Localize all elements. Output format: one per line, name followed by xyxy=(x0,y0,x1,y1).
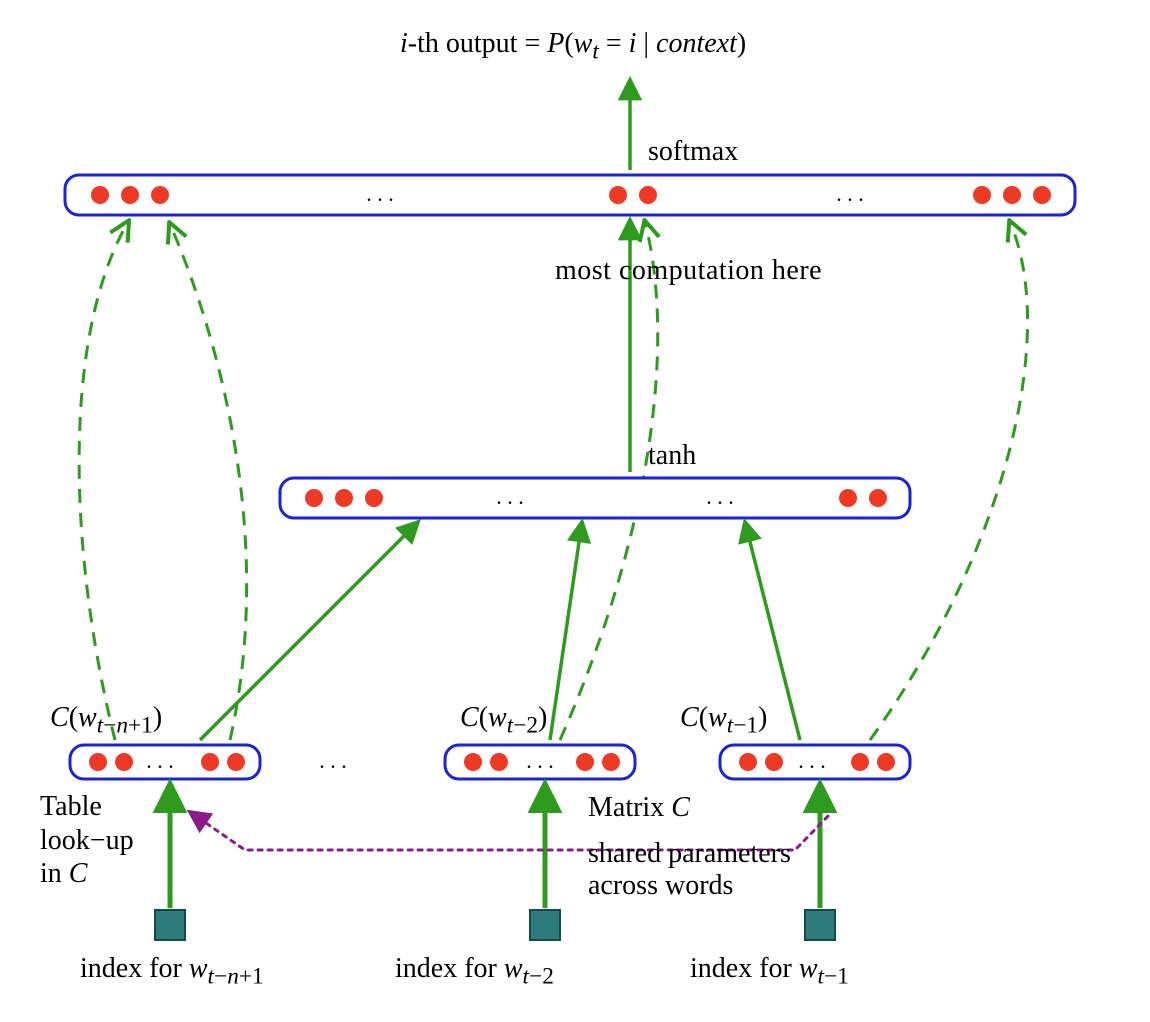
unit-dot xyxy=(869,489,887,507)
diagram-root: . . .. . .. . .. . .. . .. . .. . .. . .… xyxy=(0,0,1150,1022)
unit-dot xyxy=(639,186,657,204)
index-square xyxy=(155,910,185,940)
unit-dot xyxy=(89,753,107,771)
title-label: i-th output = P(wt = i | context) xyxy=(400,28,746,66)
ellipsis: . . . xyxy=(496,484,524,509)
unit-dot xyxy=(609,186,627,204)
diagram-svg: . . . . . . . . . . . . . . . . . . . . . . . . xyxy=(0,0,1150,1022)
unit-dot xyxy=(305,489,323,507)
unit-dot xyxy=(1003,186,1021,204)
unit-dot xyxy=(602,753,620,771)
dashed-connection xyxy=(170,224,247,740)
index-square xyxy=(530,910,560,940)
matrix-c-label: Matrix C xyxy=(588,792,690,824)
shared-params-label: shared parametersacross words xyxy=(588,838,791,902)
unit-dot xyxy=(851,753,869,771)
ellipsis: . . . xyxy=(706,484,734,509)
unit-dot xyxy=(201,753,219,771)
unit-dot xyxy=(576,753,594,771)
unit-dot xyxy=(91,186,109,204)
unit-dot xyxy=(1033,186,1051,204)
cw1-label: C(wt−n+1) xyxy=(50,702,162,740)
unit-dot xyxy=(739,753,757,771)
unit-dot xyxy=(464,753,482,771)
index3-label: index for wt−1 xyxy=(690,953,849,991)
solid-arrow xyxy=(550,522,582,740)
unit-dot xyxy=(227,753,245,771)
unit-dot xyxy=(765,753,783,771)
ellipsis: . . . xyxy=(526,748,554,773)
unit-dot xyxy=(877,753,895,771)
tanh-label: tanh xyxy=(648,440,696,472)
ellipsis: . . . xyxy=(366,181,394,206)
unit-dot xyxy=(121,186,139,204)
ellipsis: . . . xyxy=(319,748,347,773)
table-lookup-label: Tablelook−upin C xyxy=(40,790,134,891)
ellipsis: . . . xyxy=(836,181,864,206)
unit-dot xyxy=(839,489,857,507)
softmax-label: softmax xyxy=(648,136,738,168)
index-square xyxy=(805,910,835,940)
unit-dot xyxy=(365,489,383,507)
cw2-label: C(wt−2) xyxy=(460,702,547,740)
title-text: i-th output = P(wt = i | context) xyxy=(400,28,746,59)
dashed-connection xyxy=(79,222,128,740)
softmax-box xyxy=(65,175,1075,215)
index2-label: index for wt−2 xyxy=(395,953,554,991)
unit-dot xyxy=(973,186,991,204)
ellipsis: . . . xyxy=(146,748,174,773)
solid-arrow xyxy=(200,522,418,740)
unit-dot xyxy=(490,753,508,771)
unit-dot xyxy=(115,753,133,771)
cw3-label: C(wt−1) xyxy=(680,702,767,740)
most-computation-label: most computation here xyxy=(555,255,822,287)
ellipsis: . . . xyxy=(798,748,826,773)
index1-label: index for wt−n+1 xyxy=(80,953,264,991)
unit-dot xyxy=(151,186,169,204)
unit-dot xyxy=(335,489,353,507)
